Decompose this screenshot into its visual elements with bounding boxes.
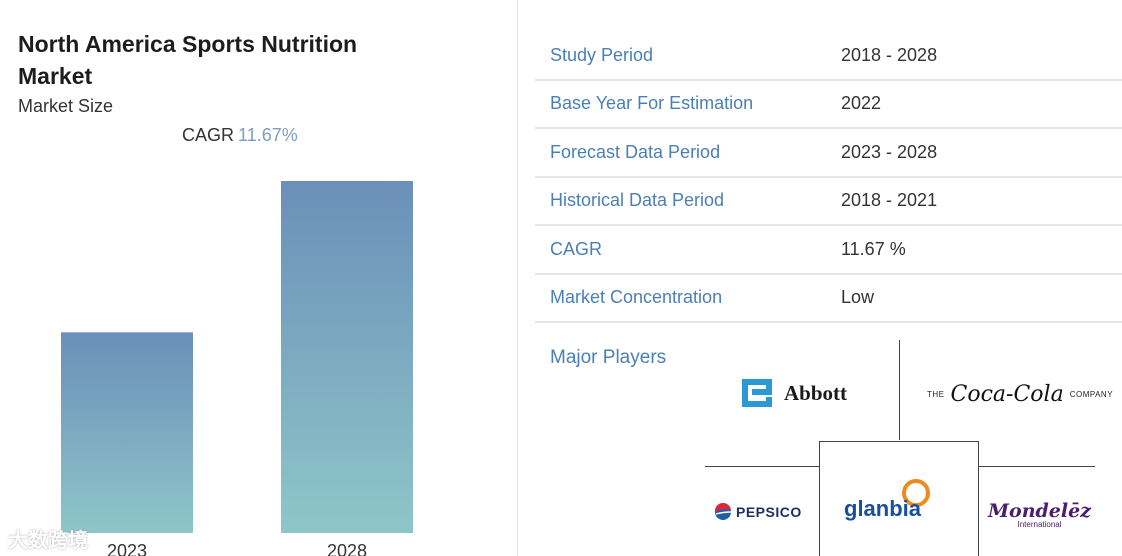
panel-divider	[517, 0, 518, 556]
page-title: North America Sports Nutrition Market	[18, 31, 358, 89]
row-value: 2018 - 2021	[841, 190, 938, 211]
cagr-label: CAGR	[182, 125, 235, 145]
coca-cola-logo: THE Coca-Cola COMPANY	[927, 382, 1113, 407]
row-key: Study Period	[550, 44, 654, 65]
pepsico-globe-icon	[714, 503, 732, 520]
row-value: Low	[841, 287, 875, 308]
mondelez-subtitle: International	[1017, 520, 1062, 529]
row-key: Base Year For Estimation	[550, 93, 754, 114]
row-value: 2022	[841, 93, 882, 114]
row-value: 11.67 %	[841, 238, 906, 259]
row-key: CAGR	[550, 238, 603, 259]
pepsico-wordmark: PEPSICO	[736, 504, 802, 520]
glanbia-swirl-icon	[902, 479, 931, 507]
watermark: 大数跨境	[8, 530, 88, 552]
table-row: CAGR 11.67 %	[535, 226, 1122, 275]
market-size-subtitle: Market Size	[18, 96, 114, 116]
bar-2023	[61, 332, 193, 533]
logo-grid-divider	[899, 340, 900, 440]
mondelez-wordmark: Mondelēz	[988, 500, 1091, 522]
cagr-value: 11.67%	[238, 125, 298, 145]
row-value: 2023 - 2028	[841, 141, 938, 162]
table-row: Historical Data Period 2018 - 2021	[535, 178, 1122, 226]
pepsico-logo: PEPSICO	[714, 503, 802, 521]
cagr-caption: CAGR 11.67%	[182, 125, 298, 146]
abbott-logo: Abbott	[738, 377, 847, 409]
coca-cola-the: THE	[927, 390, 945, 399]
abbott-wordmark: Abbott	[784, 380, 848, 405]
logo-grid-divider	[705, 466, 820, 467]
bar-2028	[281, 181, 413, 533]
x-tick-label: 2028	[327, 541, 367, 556]
major-players-label: Major Players	[550, 347, 667, 368]
table-row: Base Year For Estimation 2022	[535, 81, 1122, 129]
glanbia-logo: glanbia	[844, 478, 931, 522]
mondelez-logo: Mondelēz International	[988, 500, 1091, 529]
bar-chart-svg: 2023 2028	[61, 181, 413, 556]
market-size-chart: 2023 2028	[0, 150, 517, 556]
row-value: 2018 - 2028	[841, 44, 938, 65]
table-row: Forecast Data Period 2023 - 2028	[535, 129, 1122, 178]
x-tick-label: 2023	[107, 541, 147, 556]
logo-grid-divider	[978, 466, 1095, 467]
logo-grid-divider	[819, 441, 820, 556]
logo-grid-divider	[819, 441, 979, 442]
table-row: Study Period 2018 - 2028	[535, 32, 1122, 81]
row-key: Market Concentration	[550, 287, 723, 308]
abbott-icon	[742, 379, 772, 407]
coca-cola-wordmark: Coca-Cola	[950, 382, 1064, 407]
coca-cola-company: COMPANY	[1069, 390, 1114, 399]
logo-grid-divider	[978, 441, 979, 556]
market-size-panel: North America Sports Nutrition Market Ma…	[0, 0, 517, 556]
row-key: Forecast Data Period	[550, 141, 721, 162]
table-row: Market Concentration Low	[535, 275, 1122, 323]
row-key: Historical Data Period	[550, 190, 725, 211]
market-snapshot-table: Study Period 2018 - 2028 Base Year For E…	[535, 32, 1122, 323]
glanbia-wordmark: glanbia	[844, 496, 922, 521]
